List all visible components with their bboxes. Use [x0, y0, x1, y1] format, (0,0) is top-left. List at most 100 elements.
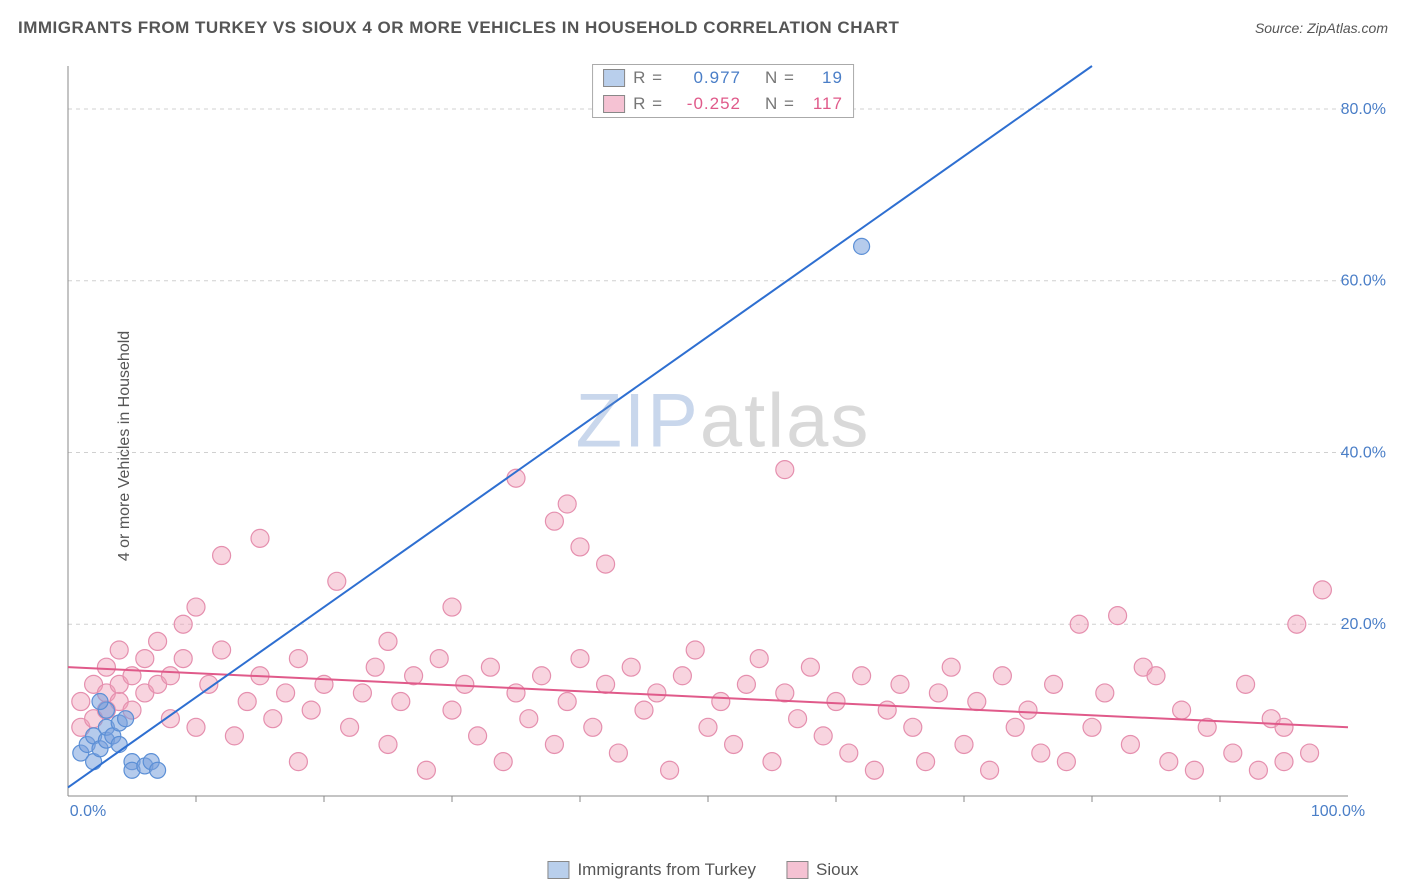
series-swatch [603, 69, 625, 87]
data-point [1224, 744, 1242, 762]
y-tick-label: 80.0% [1341, 101, 1386, 118]
data-point [571, 650, 589, 668]
data-point [609, 744, 627, 762]
data-point [891, 675, 909, 693]
data-point [635, 701, 653, 719]
data-point [737, 675, 755, 693]
header: IMMIGRANTS FROM TURKEY VS SIOUX 4 OR MOR… [18, 18, 1388, 38]
data-point [1019, 701, 1037, 719]
data-point [302, 701, 320, 719]
data-point [174, 650, 192, 668]
data-point [277, 684, 295, 702]
data-point [661, 761, 679, 779]
data-point [1147, 667, 1165, 685]
data-point [251, 529, 269, 547]
data-point [213, 641, 231, 659]
data-point [97, 658, 115, 676]
data-point [225, 727, 243, 745]
stat-r-label: R = [633, 68, 663, 88]
data-point [584, 718, 602, 736]
data-point [942, 658, 960, 676]
stat-n-value: 19 [803, 68, 843, 88]
data-point [776, 461, 794, 479]
data-point [341, 718, 359, 736]
stat-n-label: N = [765, 94, 795, 114]
data-point [917, 753, 935, 771]
x-tick-label: 0.0% [70, 803, 106, 816]
stat-n-label: N = [765, 68, 795, 88]
data-point [1096, 684, 1114, 702]
legend: Immigrants from Turkey Sioux [547, 860, 858, 880]
data-point [1288, 615, 1306, 633]
legend-label: Sioux [816, 860, 859, 880]
data-point [801, 658, 819, 676]
data-point [853, 667, 871, 685]
data-point [1275, 718, 1293, 736]
chart-title: IMMIGRANTS FROM TURKEY VS SIOUX 4 OR MOR… [18, 18, 899, 38]
data-point [379, 735, 397, 753]
data-point [827, 693, 845, 711]
data-point [1057, 753, 1075, 771]
data-point [597, 555, 615, 573]
data-point [597, 675, 615, 693]
source-attribution: Source: ZipAtlas.com [1255, 20, 1388, 36]
data-point [187, 718, 205, 736]
data-point [392, 693, 410, 711]
data-point [955, 735, 973, 753]
data-point [111, 736, 127, 752]
series-swatch [603, 95, 625, 113]
stat-row: R = 0.977 N = 19 [593, 65, 853, 91]
data-point [110, 641, 128, 659]
data-point [854, 238, 870, 254]
data-point [558, 495, 576, 513]
data-point [1109, 607, 1127, 625]
stat-n-value: 117 [803, 94, 843, 114]
data-point [417, 761, 435, 779]
data-point [750, 650, 768, 668]
data-point [1313, 581, 1331, 599]
data-point [118, 711, 134, 727]
data-point [366, 658, 384, 676]
data-point [558, 693, 576, 711]
data-point [840, 744, 858, 762]
data-point [1083, 718, 1101, 736]
legend-label: Immigrants from Turkey [577, 860, 756, 880]
y-tick-label: 20.0% [1341, 616, 1386, 633]
stat-r-value: 0.977 [671, 68, 741, 88]
data-point [161, 667, 179, 685]
data-point [1185, 761, 1203, 779]
data-point [929, 684, 947, 702]
data-point [789, 710, 807, 728]
data-point [904, 718, 922, 736]
data-point [1173, 701, 1191, 719]
data-point [264, 710, 282, 728]
data-point [405, 667, 423, 685]
legend-item: Immigrants from Turkey [547, 860, 756, 880]
legend-swatch [786, 861, 808, 879]
scatter-plot: 20.0%40.0%60.0%80.0%0.0%100.0% [58, 56, 1388, 816]
x-tick-label: 100.0% [1311, 803, 1365, 816]
data-point [878, 701, 896, 719]
data-point [622, 658, 640, 676]
stat-row: R =-0.252N =117 [593, 91, 853, 117]
data-point [238, 693, 256, 711]
data-point [545, 735, 563, 753]
data-point [673, 667, 691, 685]
data-point [289, 753, 307, 771]
data-point [1070, 615, 1088, 633]
y-tick-label: 40.0% [1341, 444, 1386, 461]
data-point [545, 512, 563, 530]
data-point [353, 684, 371, 702]
chart-area: 20.0%40.0%60.0%80.0%0.0%100.0% ZIPatlas … [58, 56, 1388, 816]
data-point [1275, 753, 1293, 771]
data-point [469, 727, 487, 745]
data-point [328, 572, 346, 590]
correlation-stats-box: R =0.977N =19R =-0.252N =117 [592, 64, 854, 118]
regression-line [68, 66, 1092, 787]
data-point [430, 650, 448, 668]
data-point [72, 693, 90, 711]
data-point [533, 667, 551, 685]
data-point [494, 753, 512, 771]
data-point [814, 727, 832, 745]
data-point [456, 675, 474, 693]
